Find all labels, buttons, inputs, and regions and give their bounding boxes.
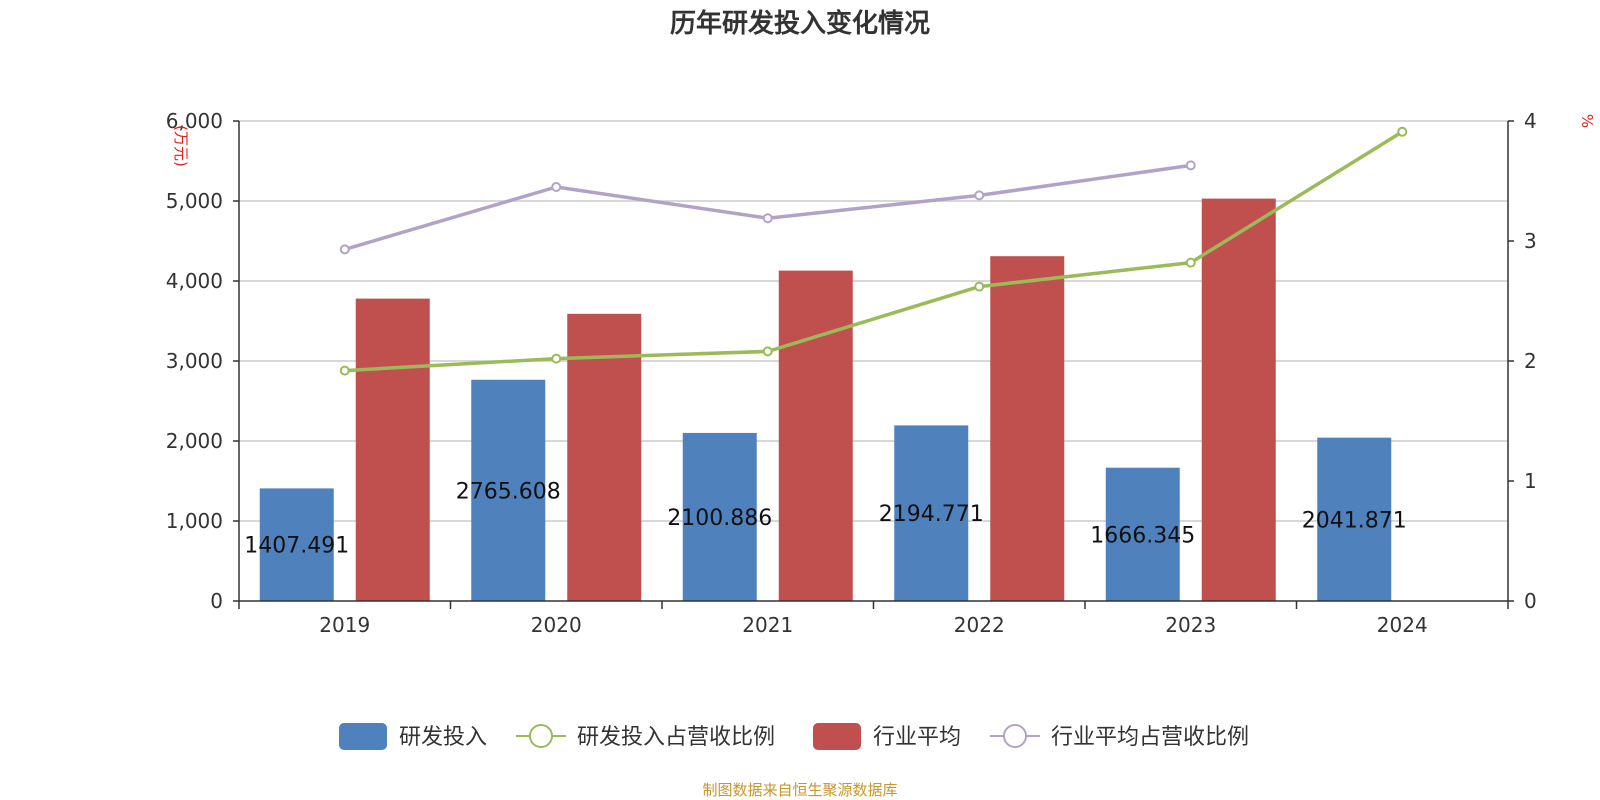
legend-swatch [339,723,387,750]
point-industry-ratio [551,182,562,192]
legend-item-rd-investment[interactable]: 研发投入 [339,723,487,750]
point-rd-ratio [1185,257,1196,268]
y-left-tick-label: 3,000 [166,349,223,373]
y-right-tick-label: 2 [1524,349,1537,373]
y-right-tick-label: 1 [1524,469,1537,493]
bar-data-label: 2765.608 [456,479,561,504]
bar-industry-average [778,270,853,601]
bars [259,198,1392,601]
point-industry-ratio [762,213,773,224]
legend[interactable]: 研发投入 研发投入占营收比例 行业平均 行业平均占营收比例 [339,723,1249,750]
y-left-tick-label: 4,000 [166,269,223,293]
x-tick-label: 2019 [319,613,370,637]
point-rd-ratio [339,365,350,376]
bar-data-label: 2194.771 [879,502,984,527]
y-left-tick-label: 0 [210,589,223,613]
x-tick-label: 2024 [1377,613,1428,637]
point-rd-ratio [1397,126,1408,137]
point-industry-ratio [339,244,350,255]
line-industry-ratio [344,163,1191,252]
legend-item-industry-average[interactable]: 行业平均 [813,723,961,750]
source-note: 制图数据来自恒生聚源数据库 [702,781,897,799]
bar-industry-average [567,313,642,601]
x-tick-label: 2023 [1165,613,1216,637]
point-industry-ratio [974,190,985,201]
bar-data-label: 1407.491 [244,534,349,559]
chart-title: 历年研发投入变化情况 [670,8,930,39]
y-right-tick-label: 3 [1524,229,1537,253]
y-right-unit-label: % [1578,114,1596,128]
legend-label: 研发投入占营收比例 [577,725,775,750]
bar-industry-average [990,256,1065,601]
bar-rd-investment [1317,437,1392,601]
bar-industry-average [355,298,430,601]
gridlines [239,120,1508,522]
y-right-tick-label: 4 [1524,109,1537,133]
y-left-unit-label: (万元) [172,125,190,167]
legend-swatch-marker [529,724,553,748]
y-left-tick-label: 1,000 [166,509,223,533]
bar-rd-investment [894,425,969,601]
x-tick-label: 2022 [954,613,1005,637]
y-left-tick-label: 5,000 [166,189,223,213]
bar-rd-investment [471,379,546,601]
y-right-tick-label: 0 [1524,589,1537,613]
y-left-tick-label: 2,000 [166,429,223,453]
x-tick-label: 2020 [531,613,582,637]
bar-rd-investment [682,432,757,601]
bar-rd-investment [259,488,334,601]
lines [339,126,1408,376]
legend-swatch-marker [1003,724,1027,748]
y-left-tick-label: 6,000 [166,109,223,133]
point-industry-ratio [1185,160,1196,171]
line-rd-ratio [344,130,1404,373]
legend-item-rd-ratio[interactable]: 研发投入占营收比例 [516,724,775,750]
data-labels: 1407.491 2765.608 2100.886 2194.771 1666.345… [244,479,1406,558]
legend-label: 行业平均 [873,725,961,750]
bar-data-label: 1666.345 [1090,523,1195,548]
point-rd-ratio [551,353,562,364]
axes: 0 1,000 2,000 3,000 4,000 5,000 6,000 0 1 2 3 4 (万元)… [166,109,1596,637]
point-rd-ratio [974,281,985,292]
bar-rd-investment [1105,467,1180,601]
point-rd-ratio [762,346,773,357]
bar-data-label: 2100.886 [667,506,772,531]
bar-data-label: 2041.871 [1302,508,1407,533]
legend-label: 行业平均占营收比例 [1051,725,1249,750]
legend-item-industry-ratio[interactable]: 行业平均占营收比例 [990,724,1249,750]
bar-industry-average [1201,198,1276,601]
legend-swatch [813,723,861,750]
legend-label: 研发投入 [399,725,487,750]
x-tick-label: 2021 [742,613,793,637]
